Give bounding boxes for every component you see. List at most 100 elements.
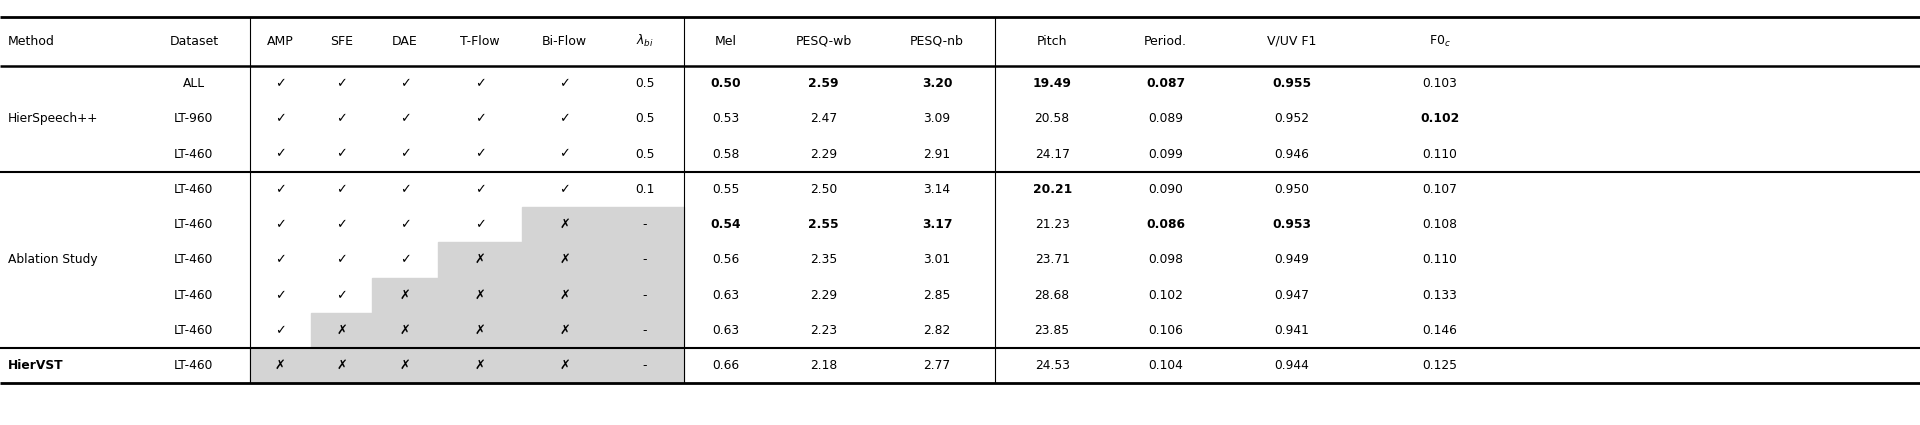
Text: 24.17: 24.17 (1035, 147, 1069, 161)
Text: ✓: ✓ (399, 77, 411, 90)
Text: ✗: ✗ (474, 359, 486, 372)
Text: 0.53: 0.53 (712, 112, 739, 125)
Text: 23.85: 23.85 (1035, 324, 1069, 337)
Bar (438, 242, 684, 278)
Text: 0.66: 0.66 (712, 359, 739, 372)
Text: ✓: ✓ (275, 112, 286, 125)
Text: 0.102: 0.102 (1148, 289, 1183, 302)
Text: ✓: ✓ (474, 218, 486, 231)
Text: Pitch: Pitch (1037, 35, 1068, 48)
Text: 0.110: 0.110 (1423, 147, 1457, 161)
Text: 2.29: 2.29 (810, 147, 837, 161)
Text: ✓: ✓ (336, 218, 348, 231)
Text: 23.71: 23.71 (1035, 253, 1069, 266)
Text: ✓: ✓ (399, 218, 411, 231)
Text: 0.952: 0.952 (1275, 112, 1309, 125)
Text: 2.85: 2.85 (924, 289, 950, 302)
Bar (522, 207, 684, 242)
Text: 0.55: 0.55 (712, 183, 739, 196)
Text: LT-460: LT-460 (175, 183, 213, 196)
Text: 2.18: 2.18 (810, 359, 837, 372)
Text: Dataset: Dataset (169, 35, 219, 48)
Bar (250, 348, 684, 383)
Text: LT-960: LT-960 (175, 112, 213, 125)
Text: ✓: ✓ (336, 289, 348, 302)
Text: 0.63: 0.63 (712, 324, 739, 337)
Text: 2.47: 2.47 (810, 112, 837, 125)
Text: -: - (643, 253, 647, 266)
Text: 28.68: 28.68 (1035, 289, 1069, 302)
Text: 0.5: 0.5 (636, 112, 655, 125)
Text: ✓: ✓ (336, 77, 348, 90)
Text: 0.950: 0.950 (1275, 183, 1309, 196)
Text: ✗: ✗ (559, 324, 570, 337)
Text: 0.953: 0.953 (1273, 218, 1311, 231)
Text: -: - (643, 324, 647, 337)
Text: 0.102: 0.102 (1421, 112, 1459, 125)
Text: ✓: ✓ (275, 218, 286, 231)
Text: 0.089: 0.089 (1148, 112, 1183, 125)
Text: ✗: ✗ (399, 324, 411, 337)
Text: 0.086: 0.086 (1146, 218, 1185, 231)
Text: 0.5: 0.5 (636, 77, 655, 90)
Text: T-Flow: T-Flow (461, 35, 499, 48)
Text: 2.77: 2.77 (924, 359, 950, 372)
Text: 2.91: 2.91 (924, 147, 950, 161)
Text: 3.17: 3.17 (922, 218, 952, 231)
Text: PESQ-nb: PESQ-nb (910, 35, 964, 48)
Text: ✗: ✗ (474, 253, 486, 266)
Text: 0.106: 0.106 (1148, 324, 1183, 337)
Text: 0.54: 0.54 (710, 218, 741, 231)
Text: LT-460: LT-460 (175, 253, 213, 266)
Text: 19.49: 19.49 (1033, 77, 1071, 90)
Text: 21.23: 21.23 (1035, 218, 1069, 231)
Text: 0.107: 0.107 (1423, 183, 1457, 196)
Text: 2.82: 2.82 (924, 324, 950, 337)
Text: F0$_c$: F0$_c$ (1428, 34, 1452, 49)
Text: 0.50: 0.50 (710, 77, 741, 90)
Text: 20.58: 20.58 (1035, 112, 1069, 125)
Text: LT-460: LT-460 (175, 147, 213, 161)
Text: 2.55: 2.55 (808, 218, 839, 231)
Bar (372, 278, 684, 313)
Text: 0.58: 0.58 (712, 147, 739, 161)
Text: ✓: ✓ (336, 253, 348, 266)
Text: 3.20: 3.20 (922, 77, 952, 90)
Text: 0.56: 0.56 (712, 253, 739, 266)
Text: Mel: Mel (714, 35, 737, 48)
Text: ✓: ✓ (275, 147, 286, 161)
Text: 0.104: 0.104 (1148, 359, 1183, 372)
Text: Method: Method (8, 35, 54, 48)
Text: -: - (643, 218, 647, 231)
Text: ✓: ✓ (559, 183, 570, 196)
Text: ✓: ✓ (474, 183, 486, 196)
Text: LT-460: LT-460 (175, 218, 213, 231)
Text: 0.087: 0.087 (1146, 77, 1185, 90)
Text: ✓: ✓ (474, 77, 486, 90)
Text: 24.53: 24.53 (1035, 359, 1069, 372)
Text: ✓: ✓ (399, 253, 411, 266)
Text: DAE: DAE (392, 35, 419, 48)
Text: AMP: AMP (267, 35, 294, 48)
Text: 2.35: 2.35 (810, 253, 837, 266)
Text: ALL: ALL (182, 77, 205, 90)
Text: Bi-Flow: Bi-Flow (541, 35, 588, 48)
Text: ✓: ✓ (275, 324, 286, 337)
Text: ✓: ✓ (559, 77, 570, 90)
Text: -: - (643, 359, 647, 372)
Text: 3.14: 3.14 (924, 183, 950, 196)
Text: ✗: ✗ (474, 289, 486, 302)
Text: 0.949: 0.949 (1275, 253, 1309, 266)
Text: ✓: ✓ (399, 112, 411, 125)
Text: 2.50: 2.50 (810, 183, 837, 196)
Text: ✗: ✗ (559, 218, 570, 231)
Text: HierVST: HierVST (8, 359, 63, 372)
Text: 0.946: 0.946 (1275, 147, 1309, 161)
Text: 0.947: 0.947 (1275, 289, 1309, 302)
Text: ✓: ✓ (559, 147, 570, 161)
Text: LT-460: LT-460 (175, 324, 213, 337)
Text: PESQ-wb: PESQ-wb (795, 35, 852, 48)
Text: 0.63: 0.63 (712, 289, 739, 302)
Text: V/UV F1: V/UV F1 (1267, 35, 1317, 48)
Text: ✓: ✓ (336, 183, 348, 196)
